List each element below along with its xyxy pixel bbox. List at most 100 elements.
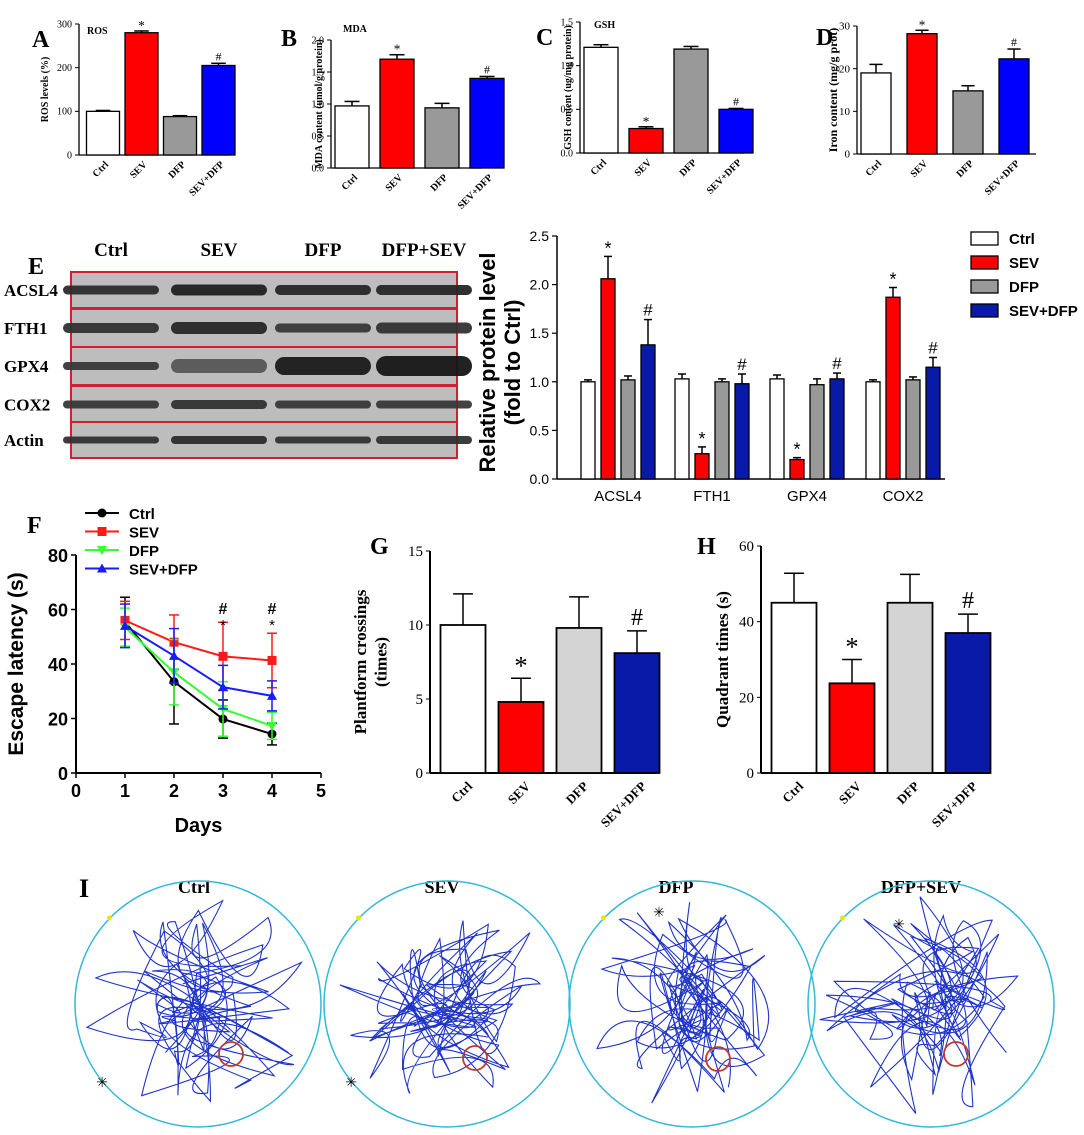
panel-letter-E: E: [28, 254, 44, 280]
y-tick-label-F: 80: [48, 546, 68, 566]
pool-circle: [74, 880, 322, 1128]
y-tick-label-E: 1.0: [530, 374, 550, 390]
y-tick-label-G: 0: [416, 766, 424, 782]
bar-A-Ctrl: [85, 110, 121, 156]
blot-band: [275, 436, 371, 444]
bar-D-DFP: [952, 90, 984, 155]
pool-circle: [807, 880, 1055, 1128]
significance-mark-B: #: [484, 62, 490, 76]
swim-title: Ctrl: [178, 877, 210, 897]
x-tick-label-B: DFP: [429, 172, 451, 194]
legend-swatch-E: [970, 231, 999, 246]
significance-mark-E: #: [832, 354, 842, 373]
panel-letter-C: C: [536, 25, 553, 51]
significance-mark-E: *: [604, 238, 611, 258]
bar-E-GPX4-SEV: [789, 458, 805, 480]
blot-band: [275, 323, 371, 333]
bar-B-SEV+DFP: [469, 77, 505, 169]
significance-mark-E: *: [793, 440, 800, 460]
blot-band: [63, 362, 159, 370]
data-point-F-SEV+DFP: [120, 620, 130, 630]
entry-marker: ✳: [96, 1076, 108, 1091]
y-axis-title-H: Quadrant times (s): [713, 591, 732, 728]
blot-band: [171, 436, 267, 444]
y-tick-label-A: 300: [57, 19, 72, 30]
blot-row-label: COX2: [4, 396, 50, 415]
panel-letter-G: G: [370, 534, 389, 560]
significance-mark-G: *: [514, 650, 527, 680]
data-point-F-SEV+DFP: [267, 690, 277, 700]
bar-B-SEV: [379, 58, 415, 169]
start-dot: [106, 915, 112, 921]
bar-E-COX2-SEV+DFP: [925, 366, 941, 480]
x-tick-label-E: COX2: [883, 488, 924, 505]
data-point-F-DFP: [267, 721, 277, 731]
blot-row-FTH1: [63, 308, 472, 348]
bar-C-DFP: [673, 48, 709, 154]
blot-row-label: Actin: [4, 431, 44, 450]
blot-band: [376, 322, 472, 334]
x-tick-label-A: DFP: [167, 159, 189, 181]
y-tick-label-E: 0.0: [530, 471, 550, 487]
bar-E-ACSL4-Ctrl: [580, 381, 596, 480]
blot-column-label: DFP: [305, 240, 342, 261]
bar-E-FTH1-SEV+DFP: [734, 383, 750, 480]
y-tick-label-F: 40: [48, 655, 68, 675]
legend-label-E: SEV+DFP: [1009, 303, 1078, 320]
legend-label-F: SEV: [129, 525, 159, 542]
bar-H-SEV: [828, 682, 876, 774]
bar-D-SEV: [906, 33, 938, 155]
legend-marker-F: [97, 563, 107, 573]
x-tick-label-D: SEV: [909, 158, 931, 180]
annotation-hash-F: #: [219, 601, 228, 618]
bar-E-COX2-SEV: [885, 296, 901, 480]
y-tick-label-H: 0: [747, 766, 755, 782]
y-axis-title-line2-E: (fold to Ctrl): [500, 300, 525, 426]
bar-E-FTH1-DFP: [714, 381, 730, 480]
bar-E-GPX4-Ctrl: [769, 378, 785, 480]
y-tick-label-D: 10: [839, 106, 851, 118]
bar-D-SEV+DFP: [998, 58, 1030, 155]
platform-ring: [943, 1041, 969, 1067]
bar-E-ACSL4-SEV: [600, 278, 616, 480]
panel-title-C: GSH: [594, 20, 615, 31]
y-axis-title-G: Plantform crossings: [351, 589, 370, 734]
swim-path-panel: ✳: [323, 880, 571, 1128]
y-tick-label-C: 1.0: [561, 61, 574, 72]
legend-label-E: DFP: [1009, 279, 1039, 296]
series-line-F-SEV: [124, 619, 273, 662]
x-tick-label-E: FTH1: [693, 488, 731, 505]
entry-marker: ✳: [653, 906, 665, 921]
blot-band: [376, 436, 472, 444]
bar-G-SEV: [497, 701, 545, 774]
blot-row-label: GPX4: [4, 357, 49, 376]
panel-letter-D: D: [816, 25, 833, 51]
x-tick-label-D: DFP: [955, 158, 977, 180]
blot-band: [171, 284, 267, 296]
bar-E-COX2-DFP: [905, 379, 921, 480]
bar-G-Ctrl: [439, 624, 487, 774]
y-tick-label-E: 2.5: [530, 228, 550, 244]
bar-E-FTH1-SEV: [694, 453, 710, 480]
legend-label-E: SEV: [1009, 255, 1039, 272]
blot-band: [63, 285, 159, 295]
y-tick-label-E: 2.0: [530, 277, 550, 293]
significance-mark-A: #: [216, 49, 222, 63]
panel-title-A: ROS: [87, 26, 108, 37]
y-tick-label-A: 100: [57, 107, 72, 118]
x-tick-label-B: SEV: [384, 172, 406, 194]
y-axis-title-E: Relative protein level: [475, 252, 500, 472]
significance-mark-E: #: [643, 301, 653, 320]
y-tick-label-D: 0: [845, 149, 851, 161]
y-tick-label-A: 0: [67, 150, 72, 161]
x-tick-label-G: SEV+DFP: [598, 778, 650, 830]
bar-G-SEV+DFP: [613, 652, 661, 774]
blot-column-label: SEV: [201, 240, 238, 261]
bar-E-COX2-Ctrl: [865, 381, 881, 480]
annotation-star-F: *: [269, 617, 275, 634]
significance-mark-G: #: [631, 605, 643, 631]
panel-title-B: MDA: [343, 24, 368, 35]
blot-band: [376, 285, 472, 295]
y-tick-label-B: 0.0: [312, 163, 325, 174]
